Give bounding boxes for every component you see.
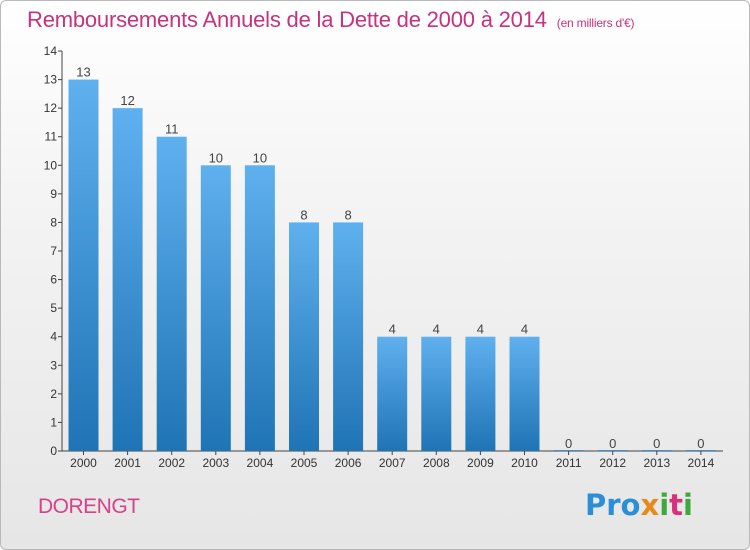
value-label-2000: 13	[76, 65, 90, 80]
bar-2001	[112, 108, 143, 452]
x-tick-label-2007: 2007	[379, 456, 406, 470]
bar-2009	[465, 336, 496, 451]
y-tick-label-13: 13	[44, 73, 58, 87]
value-label-2004: 10	[253, 150, 267, 165]
bar-2004	[244, 165, 275, 452]
proxiti-logo: Proxiti	[585, 488, 693, 522]
bar-2012	[597, 450, 628, 451]
y-tick-label-3: 3	[50, 358, 57, 372]
bar-2007	[377, 336, 408, 451]
value-label-2005: 8	[300, 207, 307, 222]
x-tick-label-2001: 2001	[114, 456, 141, 470]
x-tick-label-2002: 2002	[158, 456, 185, 470]
x-tick-label-2010: 2010	[511, 456, 538, 470]
y-tick-label-11: 11	[45, 130, 58, 144]
y-tick-label-0: 0	[50, 444, 57, 458]
chart-title-text: Remboursements Annuels de la Dette de 20…	[27, 7, 547, 32]
bar-2010	[509, 336, 540, 451]
y-tick-label-10: 10	[44, 158, 58, 172]
y-tick-label-7: 7	[50, 244, 57, 258]
value-label-2003: 10	[209, 150, 223, 165]
y-tick-label-1: 1	[50, 415, 57, 429]
value-label-2014: 0	[697, 436, 704, 451]
y-tick-label-2: 2	[50, 387, 57, 401]
x-tick-label-2014: 2014	[688, 456, 715, 470]
bar-2013	[641, 450, 672, 451]
value-labels: 13 12 11 10 10 8 8 4 4 4 4 0 0 0 0	[76, 65, 704, 451]
y-tick-label-6: 6	[50, 273, 57, 287]
y-tick-label-5: 5	[50, 301, 57, 315]
chart-title: Remboursements Annuels de la Dette de 20…	[27, 7, 635, 33]
value-label-2012: 0	[609, 436, 616, 451]
value-label-2006: 8	[344, 207, 351, 222]
chart-unit: (en milliers d'€)	[556, 16, 635, 30]
y-tick-label-14: 14	[44, 44, 58, 58]
value-label-2002: 11	[165, 122, 179, 137]
bar-2003	[200, 165, 231, 452]
value-label-2007: 4	[389, 322, 396, 337]
value-label-2013: 0	[653, 436, 660, 451]
x-tick-label-2008: 2008	[423, 456, 450, 470]
bar-2011	[553, 450, 584, 451]
x-tick-label-2003: 2003	[202, 456, 229, 470]
x-tick-label-2006: 2006	[335, 456, 362, 470]
x-tick-label-2009: 2009	[467, 456, 494, 470]
y-tick-label-4: 4	[50, 330, 57, 344]
value-label-2009: 4	[477, 322, 484, 337]
bar-2005	[289, 222, 319, 451]
x-tick-label-2005: 2005	[291, 456, 318, 470]
bar-2014	[685, 450, 716, 451]
bar-2008	[421, 336, 452, 451]
value-label-2008: 4	[433, 322, 440, 337]
x-tick-label-2012: 2012	[599, 456, 626, 470]
y-tick-label-9: 9	[50, 187, 57, 201]
x-tick-label-2000: 2000	[70, 456, 97, 470]
bar-2002	[156, 136, 187, 451]
x-tick-label-2011: 2011	[556, 456, 582, 470]
x-tick-label-2013: 2013	[643, 456, 670, 470]
value-label-2010: 4	[521, 322, 528, 337]
bars	[68, 79, 716, 452]
bar-2006	[333, 222, 364, 451]
commune-name: DORENGT	[38, 495, 140, 518]
x-tick-label-2004: 2004	[247, 456, 274, 470]
value-label-2011: 0	[565, 436, 572, 451]
bar-2000	[68, 79, 99, 452]
y-tick-label-12: 12	[44, 101, 58, 115]
value-label-2001: 12	[120, 93, 134, 108]
y-tick-label-8: 8	[50, 215, 57, 229]
